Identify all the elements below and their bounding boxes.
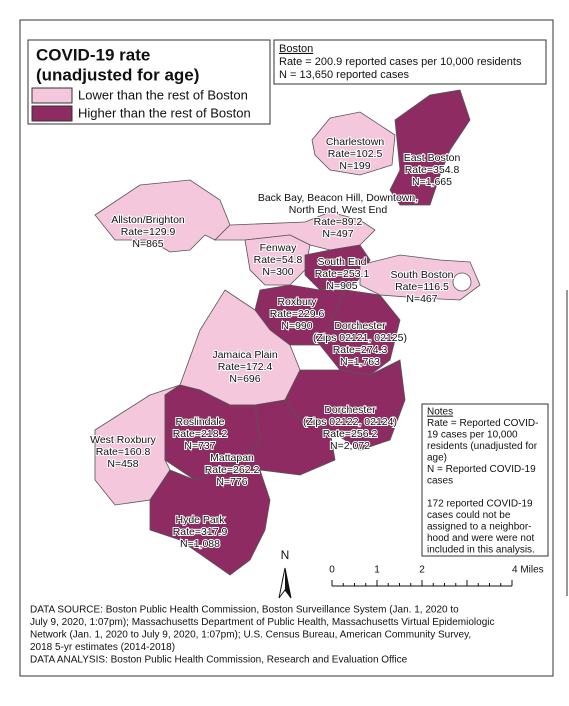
source-line: 2018 5-yr estimates (2014-2018)	[30, 642, 175, 653]
neighborhood-name: Fenway	[260, 242, 298, 254]
legend-swatch	[31, 105, 73, 122]
neighborhood-rate: Rate=54.8	[254, 254, 303, 266]
neighborhood-n: N=865	[132, 238, 163, 250]
boston-box	[273, 39, 547, 85]
neighborhood-n: N=300	[262, 266, 293, 278]
notes-line: N = Reported COVID-19	[427, 464, 536, 475]
neighborhood-rate: Rate=172.4	[218, 361, 273, 373]
neighborhood-n: N=467	[406, 293, 437, 305]
mattapan	[244, 399, 336, 476]
notes-line: 19 cases per 10,000	[427, 430, 518, 441]
neighborhood-n: N=905	[326, 280, 357, 292]
neighborhood-rate: Rate=116.5	[395, 281, 449, 293]
neighborhood-name: West Roxbury	[90, 434, 156, 446]
scale-label: 2	[419, 565, 425, 576]
source-line: Network (Jan. 1, 2020 to July 9, 2020, 1…	[30, 630, 471, 641]
neighborhood-name: Jamaica Plain	[212, 349, 278, 361]
neighborhood-rate: Rate=274.3	[333, 344, 388, 356]
east-boston	[389, 89, 471, 206]
neighborhood-rate: Rate=253.1	[315, 268, 370, 280]
boston-line: Rate = 200.9 reported cases per 10,000 r…	[279, 56, 522, 68]
south-boston	[359, 254, 481, 301]
neighborhood-n: N=990	[281, 320, 312, 332]
neighborhood-name: South Boston	[390, 269, 453, 281]
allston-brighton	[94, 179, 231, 253]
legend-label: Higher than the rest of Boston	[78, 105, 251, 120]
source-line: July 9, 2020, 1:07pm); Massachusetts Dep…	[30, 617, 495, 628]
source-line: DATA ANALYSIS: Boston Public Health Comm…	[30, 655, 408, 666]
scale-label: 0	[329, 565, 335, 576]
legend: Lower than the rest of Boston Higher than…	[31, 87, 251, 122]
neighborhood-n: N=1,665	[412, 176, 452, 188]
neighborhood-n: N=199	[339, 160, 370, 172]
neighborhood-name: (Zips 02121, 02125)	[313, 332, 407, 344]
neighborhood-n: N=1,763	[340, 356, 380, 368]
neighborhood-rate: Rate=317.9	[173, 526, 228, 538]
map	[94, 89, 481, 576]
neighborhood-n: N=696	[229, 373, 260, 385]
neighborhood-n: N=1,088	[180, 538, 220, 550]
hyde-park	[149, 459, 271, 576]
notes-line: residents (unadjusted for	[427, 441, 538, 452]
legend-swatch	[31, 87, 73, 104]
title: COVID-19 rate	[36, 45, 150, 64]
neighborhood-rate: Rate=256.2	[323, 428, 378, 440]
neighborhood-name: Charlestown	[326, 136, 385, 148]
neighborhood-name: Allston/Brighton	[111, 214, 185, 226]
source-line: DATA SOURCE: Boston Public Health Commis…	[30, 605, 459, 616]
neighborhood-rate: Rate=262.2	[205, 464, 260, 476]
title: (unadjusted for age)	[36, 65, 199, 84]
neighborhood-rate: Rate=89.2	[314, 216, 363, 228]
neighborhood-name: (Zips 02122, 02124)	[303, 416, 397, 428]
neighborhood-name: North End, West End	[289, 204, 388, 216]
notes-line: assigned to a neighbor-	[427, 522, 532, 533]
neighborhood-rate: Rate=160.8	[96, 446, 151, 458]
scale-bar: 0 1 2 4 Miles	[329, 565, 544, 587]
neighborhood-name: Dorchester	[324, 404, 376, 416]
neighborhood-name: Hyde Park	[175, 514, 225, 526]
notes-line: hood and were were not	[427, 533, 535, 544]
west-roxbury	[94, 384, 181, 506]
neighborhood-n: N=458	[107, 458, 138, 470]
neighborhood-name: East Boston	[404, 152, 461, 164]
neighborhood-rate: Rate=229.6	[270, 308, 325, 320]
boston-heading: Boston	[279, 43, 313, 55]
fenway	[244, 234, 311, 286]
legend-label: Lower than the rest of Boston	[78, 87, 248, 102]
notes-line: age)	[427, 453, 447, 464]
scale-label: 1	[374, 565, 380, 576]
north-label: N	[281, 548, 290, 562]
neighborhood-rate: Rate=102.5	[328, 148, 383, 160]
boston-line: N = 13,650 reported cases	[279, 69, 409, 81]
scale-label: 4 Miles	[512, 565, 544, 576]
neighborhood-n: N=497	[322, 228, 353, 240]
neighborhood-name: Mattapan	[210, 452, 254, 464]
source: DATA SOURCE: Boston Public Health Commis…	[30, 605, 495, 666]
neighborhood-rate: Rate=218.2	[173, 428, 228, 440]
neighborhood-rate: Rate=129.9	[121, 226, 176, 238]
neighborhood-name: Roslindale	[175, 416, 224, 428]
notes-line: Rate = Reported COVID-	[427, 418, 538, 429]
neighborhood-name: Back Bay, Beacon Hill, Downtown,	[258, 192, 418, 204]
charlestown	[311, 111, 396, 176]
neighborhood-name: Roxbury	[277, 296, 317, 308]
notes-heading: Notes	[427, 407, 453, 418]
notes-line: cases	[427, 476, 453, 487]
neighborhood-n: N=737	[184, 440, 215, 452]
notes-line: included in this analysis.	[427, 545, 535, 556]
water	[452, 272, 472, 292]
neighborhood-n: N=776	[216, 476, 247, 488]
notes-line: 172 reported COVID-19	[427, 499, 533, 510]
notes-box	[421, 403, 549, 557]
notes-line: cases could not be	[427, 510, 511, 521]
neighborhood-n: N=2,072	[330, 440, 370, 452]
neighborhood-rate: Rate=354.8	[405, 164, 460, 176]
neighborhood-name: South End	[317, 256, 366, 268]
neighborhood-name: Dorchester	[334, 320, 386, 332]
north-arrow	[285, 568, 291, 598]
